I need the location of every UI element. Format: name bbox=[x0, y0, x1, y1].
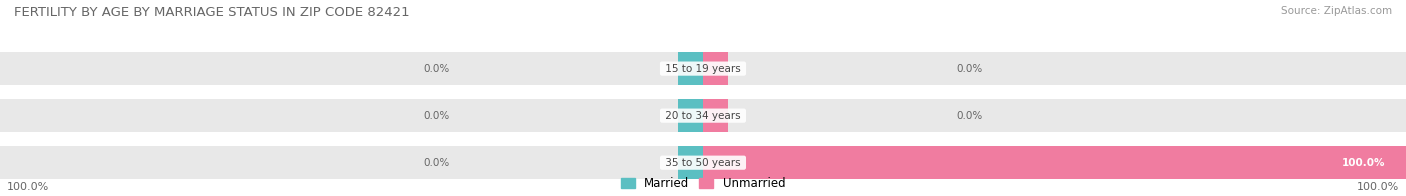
Text: 0.0%: 0.0% bbox=[423, 111, 450, 121]
Text: FERTILITY BY AGE BY MARRIAGE STATUS IN ZIP CODE 82421: FERTILITY BY AGE BY MARRIAGE STATUS IN Z… bbox=[14, 6, 409, 19]
Text: 20 to 34 years: 20 to 34 years bbox=[662, 111, 744, 121]
Bar bbox=[678, 52, 703, 85]
Bar bbox=[0, 52, 1406, 85]
Bar bbox=[703, 52, 728, 85]
Bar bbox=[0, 99, 1406, 132]
Text: 0.0%: 0.0% bbox=[956, 64, 983, 74]
Text: 100.0%: 100.0% bbox=[7, 182, 49, 192]
Text: 15 to 19 years: 15 to 19 years bbox=[662, 64, 744, 74]
Bar bbox=[0, 146, 1406, 179]
Text: 0.0%: 0.0% bbox=[423, 64, 450, 74]
Legend: Married, Unmarried: Married, Unmarried bbox=[620, 177, 786, 190]
Text: 35 to 50 years: 35 to 50 years bbox=[662, 158, 744, 168]
Text: 100.0%: 100.0% bbox=[1341, 158, 1385, 168]
Text: Source: ZipAtlas.com: Source: ZipAtlas.com bbox=[1281, 6, 1392, 16]
Text: 0.0%: 0.0% bbox=[423, 158, 450, 168]
Text: 0.0%: 0.0% bbox=[956, 111, 983, 121]
Bar bbox=[703, 146, 1406, 179]
Bar bbox=[703, 99, 728, 132]
Bar bbox=[678, 99, 703, 132]
Text: 100.0%: 100.0% bbox=[1357, 182, 1399, 192]
Bar bbox=[678, 146, 703, 179]
